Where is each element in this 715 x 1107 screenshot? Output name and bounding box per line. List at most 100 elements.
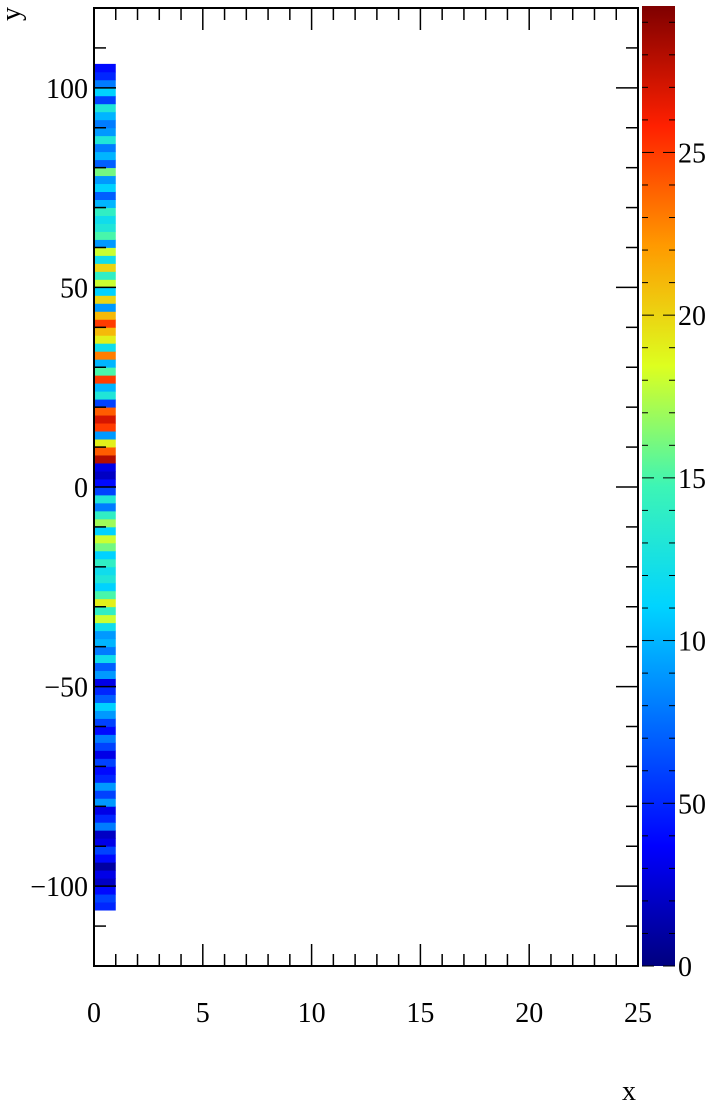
colorbar-tick-label: 15 [678, 464, 706, 495]
heatmap-cell [94, 135, 116, 145]
heatmap-cell [94, 383, 116, 392]
colorbar-tick-label: 25 [678, 138, 706, 169]
heatmap-cell [94, 638, 116, 648]
heatmap-cell [94, 255, 116, 264]
heatmap-cell [94, 622, 116, 632]
heatmap-cell [94, 399, 116, 408]
heatmap-cell [94, 359, 116, 368]
heatmap-cell [94, 758, 116, 767]
heatmap-cell [94, 207, 116, 216]
colorbar-tick-label: 50 [678, 789, 706, 820]
x-tick-label: 20 [515, 998, 543, 1029]
heatmap-cell [94, 487, 116, 496]
heatmap-cell [94, 63, 116, 73]
heatmap-cell [94, 566, 116, 576]
heatmap-cell [94, 838, 116, 847]
heatmap-cell [94, 742, 116, 751]
heatmap-cell [94, 726, 116, 735]
heatmap-cell [94, 806, 116, 815]
heatmap-cell [94, 271, 116, 280]
heatmap-cell [94, 431, 116, 440]
heatmap-cell [94, 886, 116, 895]
heatmap-cell [94, 678, 116, 687]
y-tick-label: −100 [30, 872, 88, 903]
heatmap-cell [94, 103, 116, 113]
heatmap-cell [94, 670, 116, 679]
colorbar-ticks: 0 50 10 15 20 25 [642, 21, 706, 983]
heatmap-cell [94, 127, 116, 137]
heatmap-cell [94, 734, 116, 743]
x-tick-label: 25 [624, 998, 652, 1029]
heatmap-cell [94, 710, 116, 719]
colorbar-tick-label: 10 [678, 627, 706, 658]
heatmap-cell [94, 191, 116, 200]
heatmap-cell [94, 159, 116, 169]
heatmap-cell [94, 542, 116, 552]
heatmap-cell [94, 151, 116, 161]
heatmap-cell [94, 215, 116, 224]
heatmap-cell [94, 718, 116, 727]
x-tick-label: 5 [196, 998, 210, 1029]
x-tick-label: 15 [406, 998, 434, 1029]
heatmap-cell [94, 111, 116, 121]
heatmap-cell [94, 375, 116, 384]
heatmap-cell [94, 582, 116, 592]
heatmap-cell [94, 247, 116, 256]
heatmap-cell [94, 279, 116, 288]
heatmap-cell [94, 439, 116, 448]
heatmap-cell [94, 590, 116, 600]
heatmap-cell [94, 598, 116, 608]
heatmap-cell [94, 750, 116, 759]
heatmap-cell [94, 550, 116, 560]
heatmap-cell [94, 183, 116, 193]
heatmap-cell [94, 295, 116, 304]
heatmap-cell [94, 534, 116, 544]
heatmap-cell [94, 558, 116, 568]
plot-frame [93, 7, 639, 967]
heatmap-cell [94, 782, 116, 791]
heatmap-cell [94, 479, 116, 488]
x-tick-label: 10 [298, 998, 326, 1029]
heatmap-cell [94, 143, 116, 153]
heatmap-cell [94, 814, 116, 823]
heatmap-cell [94, 686, 116, 695]
y-ticks: −100 −50 0 50 100 [30, 7, 638, 967]
colorbar-tick-label: 20 [678, 301, 706, 332]
heatmap-cell [94, 870, 116, 879]
heatmap-cell [94, 367, 116, 376]
heatmap-cell [94, 351, 116, 360]
y-axis-label: y [0, 7, 27, 21]
y-tick-label: −50 [44, 673, 88, 704]
heatmap-cell [94, 95, 116, 105]
heatmap-cell [94, 223, 116, 232]
heatmap-cell [94, 702, 116, 711]
heatmap-cell [94, 319, 116, 328]
heatmap-cell [94, 854, 116, 863]
heatmap-cell [94, 574, 116, 584]
heatmap-cell [94, 790, 116, 799]
heatmap-cell [94, 87, 116, 97]
heatmap-cell [94, 303, 116, 312]
heatmap-cell [94, 335, 116, 344]
heatmap-cell [94, 231, 116, 240]
heatmap-cell [94, 287, 116, 296]
heatmap-cell [94, 606, 116, 616]
heatmap-cell [94, 79, 116, 89]
heatmap-cell [94, 239, 116, 248]
heatmap-cell [94, 526, 116, 536]
heatmap-cell [94, 830, 116, 839]
heatmap-cell [94, 774, 116, 783]
heatmap-cell [94, 494, 116, 504]
heatmap-cell [94, 646, 116, 656]
heatmap-cell [94, 502, 116, 512]
heatmap-cell [94, 455, 116, 464]
y-tick-label: 50 [60, 273, 88, 304]
x-axis-label: x [622, 1076, 636, 1107]
heatmap-cell [94, 630, 116, 640]
colorbar [642, 6, 675, 966]
heatmap-cell [94, 327, 116, 336]
heatmap-cell [94, 175, 116, 185]
x-tick-label: 0 [87, 998, 101, 1029]
heatmap-cell [94, 407, 116, 416]
